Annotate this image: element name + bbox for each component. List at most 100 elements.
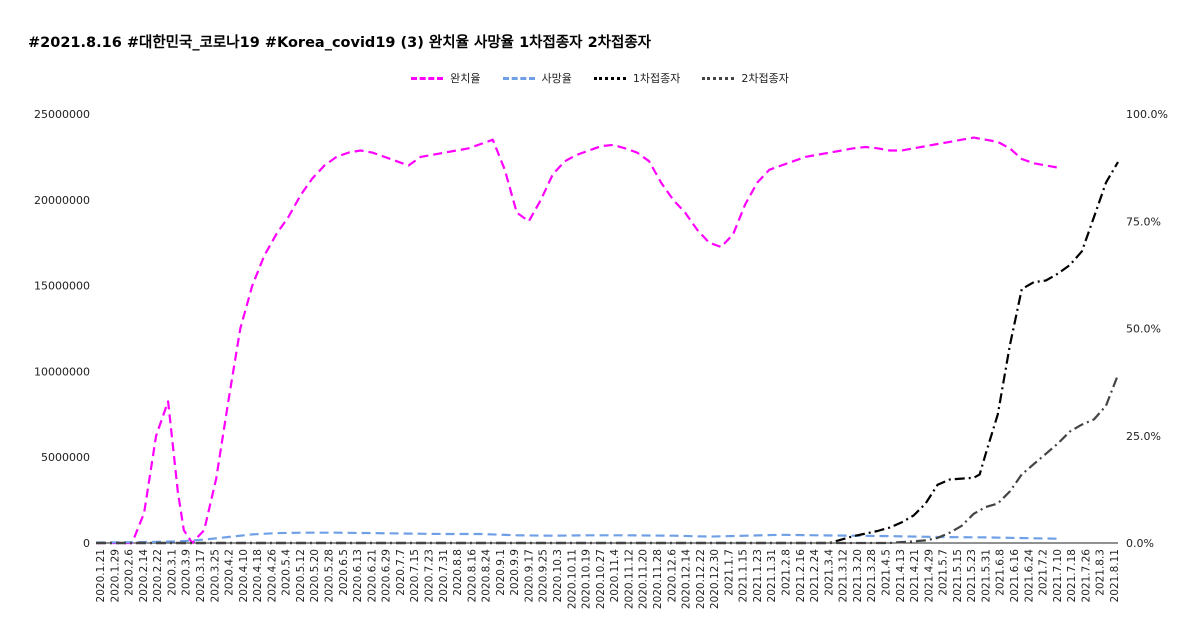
x-tick-label: 2021.5.31 — [980, 549, 992, 602]
x-tick-label: 2020.2.22 — [152, 549, 164, 602]
x-tick-label: 2020.4.2 — [224, 549, 236, 596]
x-tick-label: 2021.2.8 — [781, 549, 793, 596]
x-tick-label: 2021.4.21 — [909, 549, 921, 602]
legend-swatch-recovery — [411, 76, 444, 80]
x-tick-label: 2021.5.7 — [938, 549, 950, 596]
y-right-tick-label: 75.0% — [1126, 215, 1161, 228]
legend-label-second-dose: 2차접종자 — [741, 72, 789, 85]
x-tick-label: 2020.3.9 — [181, 549, 193, 596]
x-tick-label: 2020.8.16 — [466, 549, 478, 603]
y-left-tick-label: 5000000 — [41, 451, 90, 464]
x-tick-label: 2020.11.4 — [609, 549, 621, 603]
x-tick-label: 2021.4.5 — [880, 549, 892, 596]
x-tick-label: 2021.8.11 — [1109, 549, 1121, 602]
x-tick-label: 2020.4.18 — [252, 549, 264, 602]
legend-label-death: 사망율 — [541, 72, 572, 85]
legend-item-recovery: 완치율 — [411, 70, 481, 86]
x-tick-label: 2020.9.1 — [495, 549, 507, 596]
legend-label-recovery: 완치율 — [450, 72, 481, 85]
x-tick-label: 2021.7.26 — [1080, 549, 1092, 603]
y-right-tick-label: 25.0% — [1126, 430, 1161, 443]
x-tick-label: 2021.2.16 — [795, 549, 807, 603]
x-tick-label: 2020.4.10 — [238, 549, 250, 602]
x-tick-label: 2021.1.31 — [766, 549, 778, 602]
y-right-tick-label: 0.0% — [1126, 537, 1154, 550]
x-tick-label: 2021.4.13 — [895, 549, 907, 602]
x-tick-label: 2020.12.6 — [666, 549, 678, 603]
x-tick-label: 2021.6.24 — [1023, 549, 1035, 603]
x-tick-label: 2021.1.15 — [738, 549, 750, 602]
legend-item-first-dose: 1차접종자 — [593, 70, 681, 86]
series-line-1 — [95, 531, 1058, 544]
x-tick-label: 2021.3.4 — [823, 549, 835, 596]
legend-swatch-death — [502, 76, 535, 80]
x-tick-label: 2020.9.9 — [509, 549, 521, 596]
x-tick-label: 2020.8.24 — [481, 549, 493, 603]
x-tick-label: 2020.10.19 — [581, 549, 593, 609]
x-tick-label: 2020.2.14 — [138, 549, 150, 603]
x-tick-label: 2021.7.18 — [1066, 549, 1078, 602]
x-tick-label: 2020.3.1 — [166, 549, 178, 596]
x-tick-label: 2020.10.27 — [595, 549, 607, 609]
x-tick-label: 2021.5.15 — [952, 549, 964, 602]
x-tick-label: 2020.11.28 — [652, 549, 664, 609]
x-tick-label: 2020.6.29 — [381, 549, 393, 602]
x-tick-label: 2020.5.28 — [324, 549, 336, 602]
x-tick-label: 2020.8.8 — [452, 549, 464, 596]
x-tick-label: 2021.1.23 — [752, 549, 764, 602]
x-tick-label: 2020.1.21 — [95, 549, 107, 602]
legend-item-death: 사망율 — [502, 70, 572, 86]
x-tick-label: 2020.5.12 — [295, 549, 307, 602]
legend-item-second-dose: 2차접종자 — [702, 70, 789, 86]
legend-label-first-dose: 1차접종자 — [632, 72, 681, 85]
x-tick-label: 2020.11.20 — [638, 549, 650, 609]
x-tick-label: 2020.4.26 — [266, 549, 278, 603]
x-tick-label: 2020.6.21 — [366, 549, 378, 602]
x-tick-label: 2020.10.11 — [566, 549, 578, 609]
x-tick-label: 2020.7.15 — [409, 549, 421, 602]
series-line-3 — [96, 374, 1120, 545]
y-left-tick-label: 25000000 — [34, 108, 90, 121]
x-tick-label: 2020.2.6 — [124, 549, 136, 596]
x-tick-label: 2020.12.22 — [695, 549, 707, 609]
x-tick-label: 2020.7.7 — [395, 549, 407, 596]
x-tick-label: 2021.7.10 — [1052, 549, 1064, 602]
x-tick-label: 2020.6.5 — [338, 549, 350, 596]
x-tick-label: 2020.9.25 — [538, 549, 550, 602]
x-tick-label: 2020.12.14 — [681, 549, 693, 609]
x-tick-label: 2021.3.20 — [852, 549, 864, 602]
x-tick-label: 2020.9.17 — [523, 549, 535, 602]
x-tick-label: 2021.4.29 — [923, 549, 935, 602]
legend-swatch-first-dose — [593, 76, 626, 80]
x-tick-label: 2020.3.25 — [209, 549, 221, 602]
chart-legend: 완치율 사망율 1차접종자 2차접종자 — [0, 70, 1200, 86]
y-right-tick-label: 100.0% — [1126, 108, 1168, 121]
x-tick-label: 2020.5.4 — [281, 549, 293, 596]
x-tick-label: 2020.7.31 — [438, 549, 450, 602]
x-tick-label: 2020.7.23 — [423, 549, 435, 602]
y-left-tick-label: 20000000 — [34, 194, 90, 207]
x-tick-label: 2020.12.30 — [709, 549, 721, 609]
chart-title: #2021.8.16 #대한민국_코로나19 #Korea_covid19 (3… — [28, 35, 652, 51]
x-tick-label: 2020.1.29 — [109, 549, 121, 602]
x-tick-label: 2021.8.3 — [1095, 549, 1107, 596]
y-left-tick-label: 0 — [83, 537, 90, 550]
x-tick-label: 2020.3.17 — [195, 549, 207, 602]
x-tick-label: 2021.3.28 — [866, 549, 878, 602]
x-tick-label: 2021.1.7 — [723, 549, 735, 596]
x-tick-label: 2021.6.8 — [995, 549, 1007, 596]
x-tick-label: 2021.5.23 — [966, 549, 978, 602]
x-tick-label: 2021.7.2 — [1038, 549, 1050, 596]
legend-swatch-second-dose — [702, 76, 735, 80]
y-left-tick-label: 10000000 — [34, 365, 90, 378]
y-left-tick-label: 15000000 — [34, 280, 90, 293]
x-tick-label: 2020.11.12 — [623, 549, 635, 609]
series-line-2 — [96, 161, 1119, 545]
x-tick-label: 2021.6.16 — [1009, 549, 1021, 603]
series-line-0 — [96, 136, 1059, 545]
x-tick-label: 2021.2.24 — [809, 549, 821, 603]
x-tick-label: 2020.5.20 — [309, 549, 321, 602]
x-tick-label: 2020.6.13 — [352, 549, 364, 602]
x-tick-label: 2021.3.12 — [838, 549, 850, 602]
